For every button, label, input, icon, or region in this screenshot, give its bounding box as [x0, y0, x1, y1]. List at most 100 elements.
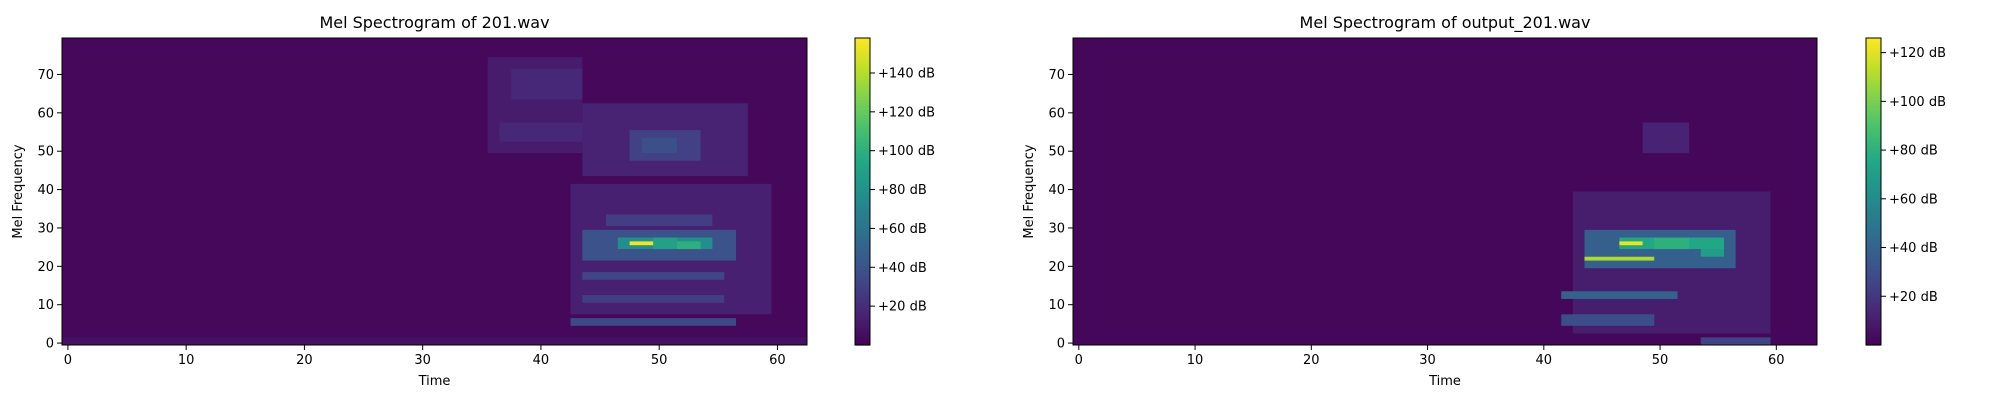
colorbar-segment	[855, 142, 870, 147]
colorbar-segment	[855, 155, 870, 159]
colorbar-segment	[1866, 293, 1881, 297]
colorbar-segment	[1866, 227, 1881, 231]
colorbar-segment	[855, 260, 870, 264]
heatmap-cell	[1654, 237, 1690, 250]
colorbar-segment	[1866, 145, 1881, 149]
chart-title: Mel Spectrogram of output_201.wav	[1300, 13, 1591, 33]
colorbar-segment	[1866, 214, 1881, 218]
colorbar-segment	[855, 176, 870, 180]
colorbar-segment	[1866, 186, 1881, 190]
colorbar-segment	[1866, 91, 1881, 95]
colorbar-segment	[1866, 288, 1881, 292]
colorbar-segment	[1866, 275, 1881, 280]
colorbar-segment	[855, 132, 870, 136]
heatmap-cell	[582, 295, 725, 303]
colorbar-segment	[1866, 199, 1881, 203]
x-axis-label: Time	[418, 374, 451, 389]
colorbar: +20 dB +40 dB +60 dB +80 dB +100 dB +120 dB +1…	[854, 37, 935, 346]
colorbar-segment	[855, 71, 870, 75]
colorbar-segment	[855, 316, 870, 321]
colorbar-segment	[855, 191, 870, 195]
heatmap-cell	[1619, 241, 1643, 246]
colorbar-segment	[855, 296, 870, 300]
y-axis-label: Mel Frequency	[11, 144, 26, 238]
colorbar-segment	[855, 314, 870, 318]
colorbar-segment	[855, 327, 870, 331]
colorbar-segment	[1866, 304, 1881, 308]
colorbar-segment	[855, 194, 870, 198]
colorbar-segment	[1866, 270, 1881, 274]
colorbar-segment	[1866, 194, 1881, 198]
colorbar-tick-label: +40 dB	[1889, 241, 1938, 256]
colorbar-segment	[1866, 171, 1881, 175]
colorbar-segment	[855, 53, 870, 57]
colorbar-segment	[1866, 45, 1881, 49]
colorbar-segment	[1866, 263, 1881, 267]
colorbar-segment	[855, 96, 870, 100]
colorbar-segment	[1866, 201, 1881, 205]
colorbar-segment	[1866, 66, 1881, 70]
y-tick-label: 10	[37, 298, 54, 313]
colorbar-segment	[1866, 140, 1881, 144]
colorbar-segment	[1866, 342, 1881, 346]
colorbar-segment	[855, 183, 870, 187]
colorbar-segment	[1866, 63, 1881, 67]
colorbar-segment	[855, 63, 870, 67]
colorbar-segment	[1866, 229, 1881, 234]
colorbar-segment	[1866, 247, 1881, 251]
y-tick-label: 50	[37, 145, 54, 160]
colorbar-segment	[1866, 321, 1881, 326]
colorbar-segment	[855, 209, 870, 213]
heatmap-cell	[1700, 337, 1771, 345]
heatmap-cell	[1561, 314, 1655, 326]
x-tick-label: 30	[1419, 353, 1436, 368]
colorbar-segment	[855, 234, 870, 239]
colorbar-segment	[1866, 153, 1881, 157]
colorbar-segment	[855, 86, 870, 90]
colorbar-segment	[855, 173, 870, 177]
colorbar-segment	[855, 119, 870, 124]
colorbar-segment	[855, 158, 870, 162]
colorbar-segment	[855, 281, 870, 285]
colorbar-segment	[1866, 260, 1881, 264]
colorbar-segment	[855, 84, 870, 88]
y-tick-label: 70	[1048, 68, 1065, 83]
colorbar-segment	[855, 214, 870, 218]
y-tick-label: 0	[1057, 337, 1065, 352]
colorbar-tick-label: +80 dB	[1889, 144, 1938, 159]
colorbar-segment	[855, 268, 870, 272]
colorbar-segment	[1866, 71, 1881, 75]
colorbar-segment	[855, 270, 870, 274]
colorbar-segment	[1866, 107, 1881, 111]
colorbar-segment	[855, 171, 870, 175]
colorbar-segment	[1866, 114, 1881, 118]
colorbar-segment	[1866, 286, 1881, 290]
colorbar-segment	[1866, 298, 1881, 303]
colorbar-segment	[855, 140, 870, 144]
colorbar-segment	[855, 255, 870, 259]
colorbar-segment	[855, 40, 870, 44]
colorbar-segment	[855, 304, 870, 308]
colorbar-segment	[1866, 101, 1881, 106]
colorbar: +20 dB +40 dB +60 dB +80 dB +100 dB +120 dB	[1865, 37, 1946, 346]
colorbar-segment	[855, 263, 870, 267]
colorbar-segment	[1866, 296, 1881, 300]
colorbar-segment	[855, 165, 870, 170]
colorbar-segment	[1866, 81, 1881, 85]
x-tick-label: 40	[533, 353, 550, 368]
plot-frame	[1072, 37, 1818, 346]
colorbar-segment	[855, 89, 870, 93]
colorbar-segment	[855, 337, 870, 341]
heatmap-cell	[641, 137, 677, 154]
colorbar-segment	[855, 201, 870, 205]
y-tick-label: 0	[46, 337, 54, 352]
colorbar-segment	[1866, 76, 1881, 80]
colorbar-segment	[855, 68, 870, 72]
colorbar-segment	[855, 107, 870, 111]
colorbar-segment	[855, 81, 870, 85]
colorbar-segment	[855, 135, 870, 139]
colorbar-frame	[1865, 37, 1882, 346]
colorbar-segment	[1866, 127, 1881, 131]
colorbar-segment	[1866, 55, 1881, 60]
colorbar-segment	[1866, 327, 1881, 331]
